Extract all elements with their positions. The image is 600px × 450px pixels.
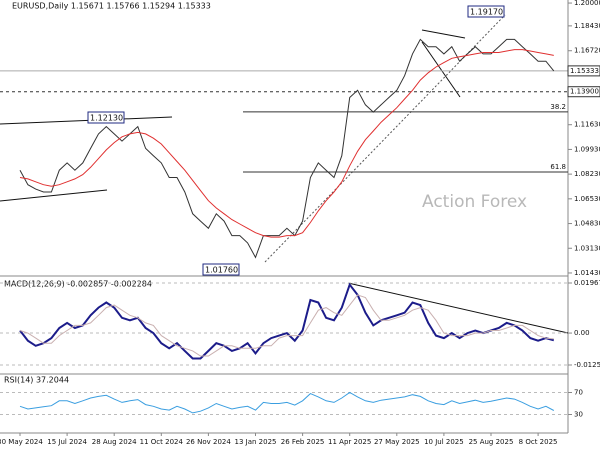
- y-tick-label: 0.019679: [574, 279, 600, 287]
- price-annotation: 1.01760: [205, 266, 238, 275]
- y-tick-label: -0.012552: [574, 361, 600, 369]
- series-line: [19, 391, 555, 414]
- x-tick-label: 10 Jul 2025: [424, 438, 464, 446]
- x-tick-label: 30 May 2024: [0, 438, 43, 446]
- fib-label: 38.2: [550, 103, 566, 111]
- watermark: Action Forex: [422, 192, 527, 212]
- rsi-title: RSI(14) 37.2044: [4, 376, 69, 385]
- series-line: [19, 282, 555, 360]
- x-tick-label: 8 Oct 2025: [519, 438, 558, 446]
- level-box: [567, 86, 600, 98]
- y-tick-label: 1.09930: [574, 145, 600, 153]
- y-tick-label: 1.11630: [574, 121, 600, 129]
- trend-line: [0, 116, 173, 125]
- price-box: [467, 5, 505, 18]
- x-tick-label: 11 Oct 2024: [140, 438, 184, 446]
- y-tick-label: 1.18430: [574, 22, 600, 30]
- x-tick-label: 15 Jul 2024: [47, 438, 87, 446]
- x-tick-label: 13 Jan 2025: [235, 438, 277, 446]
- y-tick-label: 1.04830: [574, 220, 600, 228]
- y-tick-label: 1.01430: [574, 269, 600, 277]
- trend-line: [421, 29, 466, 39]
- price-box: [87, 111, 125, 124]
- y-tick-label: 1.08230: [574, 170, 600, 178]
- y-tick-label: 1.06530: [574, 195, 600, 203]
- x-tick-label: 26 Feb 2025: [281, 438, 325, 446]
- fib-label: 61.8: [550, 163, 566, 171]
- trend-line: [264, 14, 506, 263]
- y-tick-label: 30: [574, 411, 583, 419]
- level-label: 1.13900: [570, 88, 599, 96]
- price-title: EURUSD,Daily 1.15671 1.15766 1.15294 1.1…: [12, 2, 211, 11]
- price-annotation: 1.12130: [90, 114, 123, 123]
- y-tick-label: 1.03130: [574, 244, 600, 252]
- y-tick-label: 1.16720: [574, 47, 600, 55]
- series-line: [19, 49, 554, 238]
- y-tick-label: 70: [574, 389, 583, 397]
- current-price-box: [567, 65, 600, 77]
- x-tick-label: 25 Aug 2025: [469, 438, 514, 446]
- y-tick-label: 0.00: [574, 329, 590, 337]
- macd-title: MACD(12,26,9) -0.002857 -0.002284: [4, 280, 152, 289]
- y-tick-label: 1.20000: [574, 0, 600, 7]
- x-tick-label: 27 May 2025: [374, 438, 420, 446]
- price-annotation: 1.19170: [470, 8, 503, 17]
- price-box: [202, 263, 240, 276]
- current-price-label: 1.15333: [570, 67, 599, 75]
- trend-line: [421, 41, 461, 98]
- x-tick-label: 26 Nov 2024: [186, 438, 231, 446]
- series-line: [19, 294, 554, 357]
- trend-line: [0, 189, 108, 202]
- x-tick-label: 28 Aug 2024: [92, 438, 137, 446]
- x-tick-label: 11 Apr 2025: [328, 438, 371, 446]
- macd-trend-line: [347, 282, 569, 334]
